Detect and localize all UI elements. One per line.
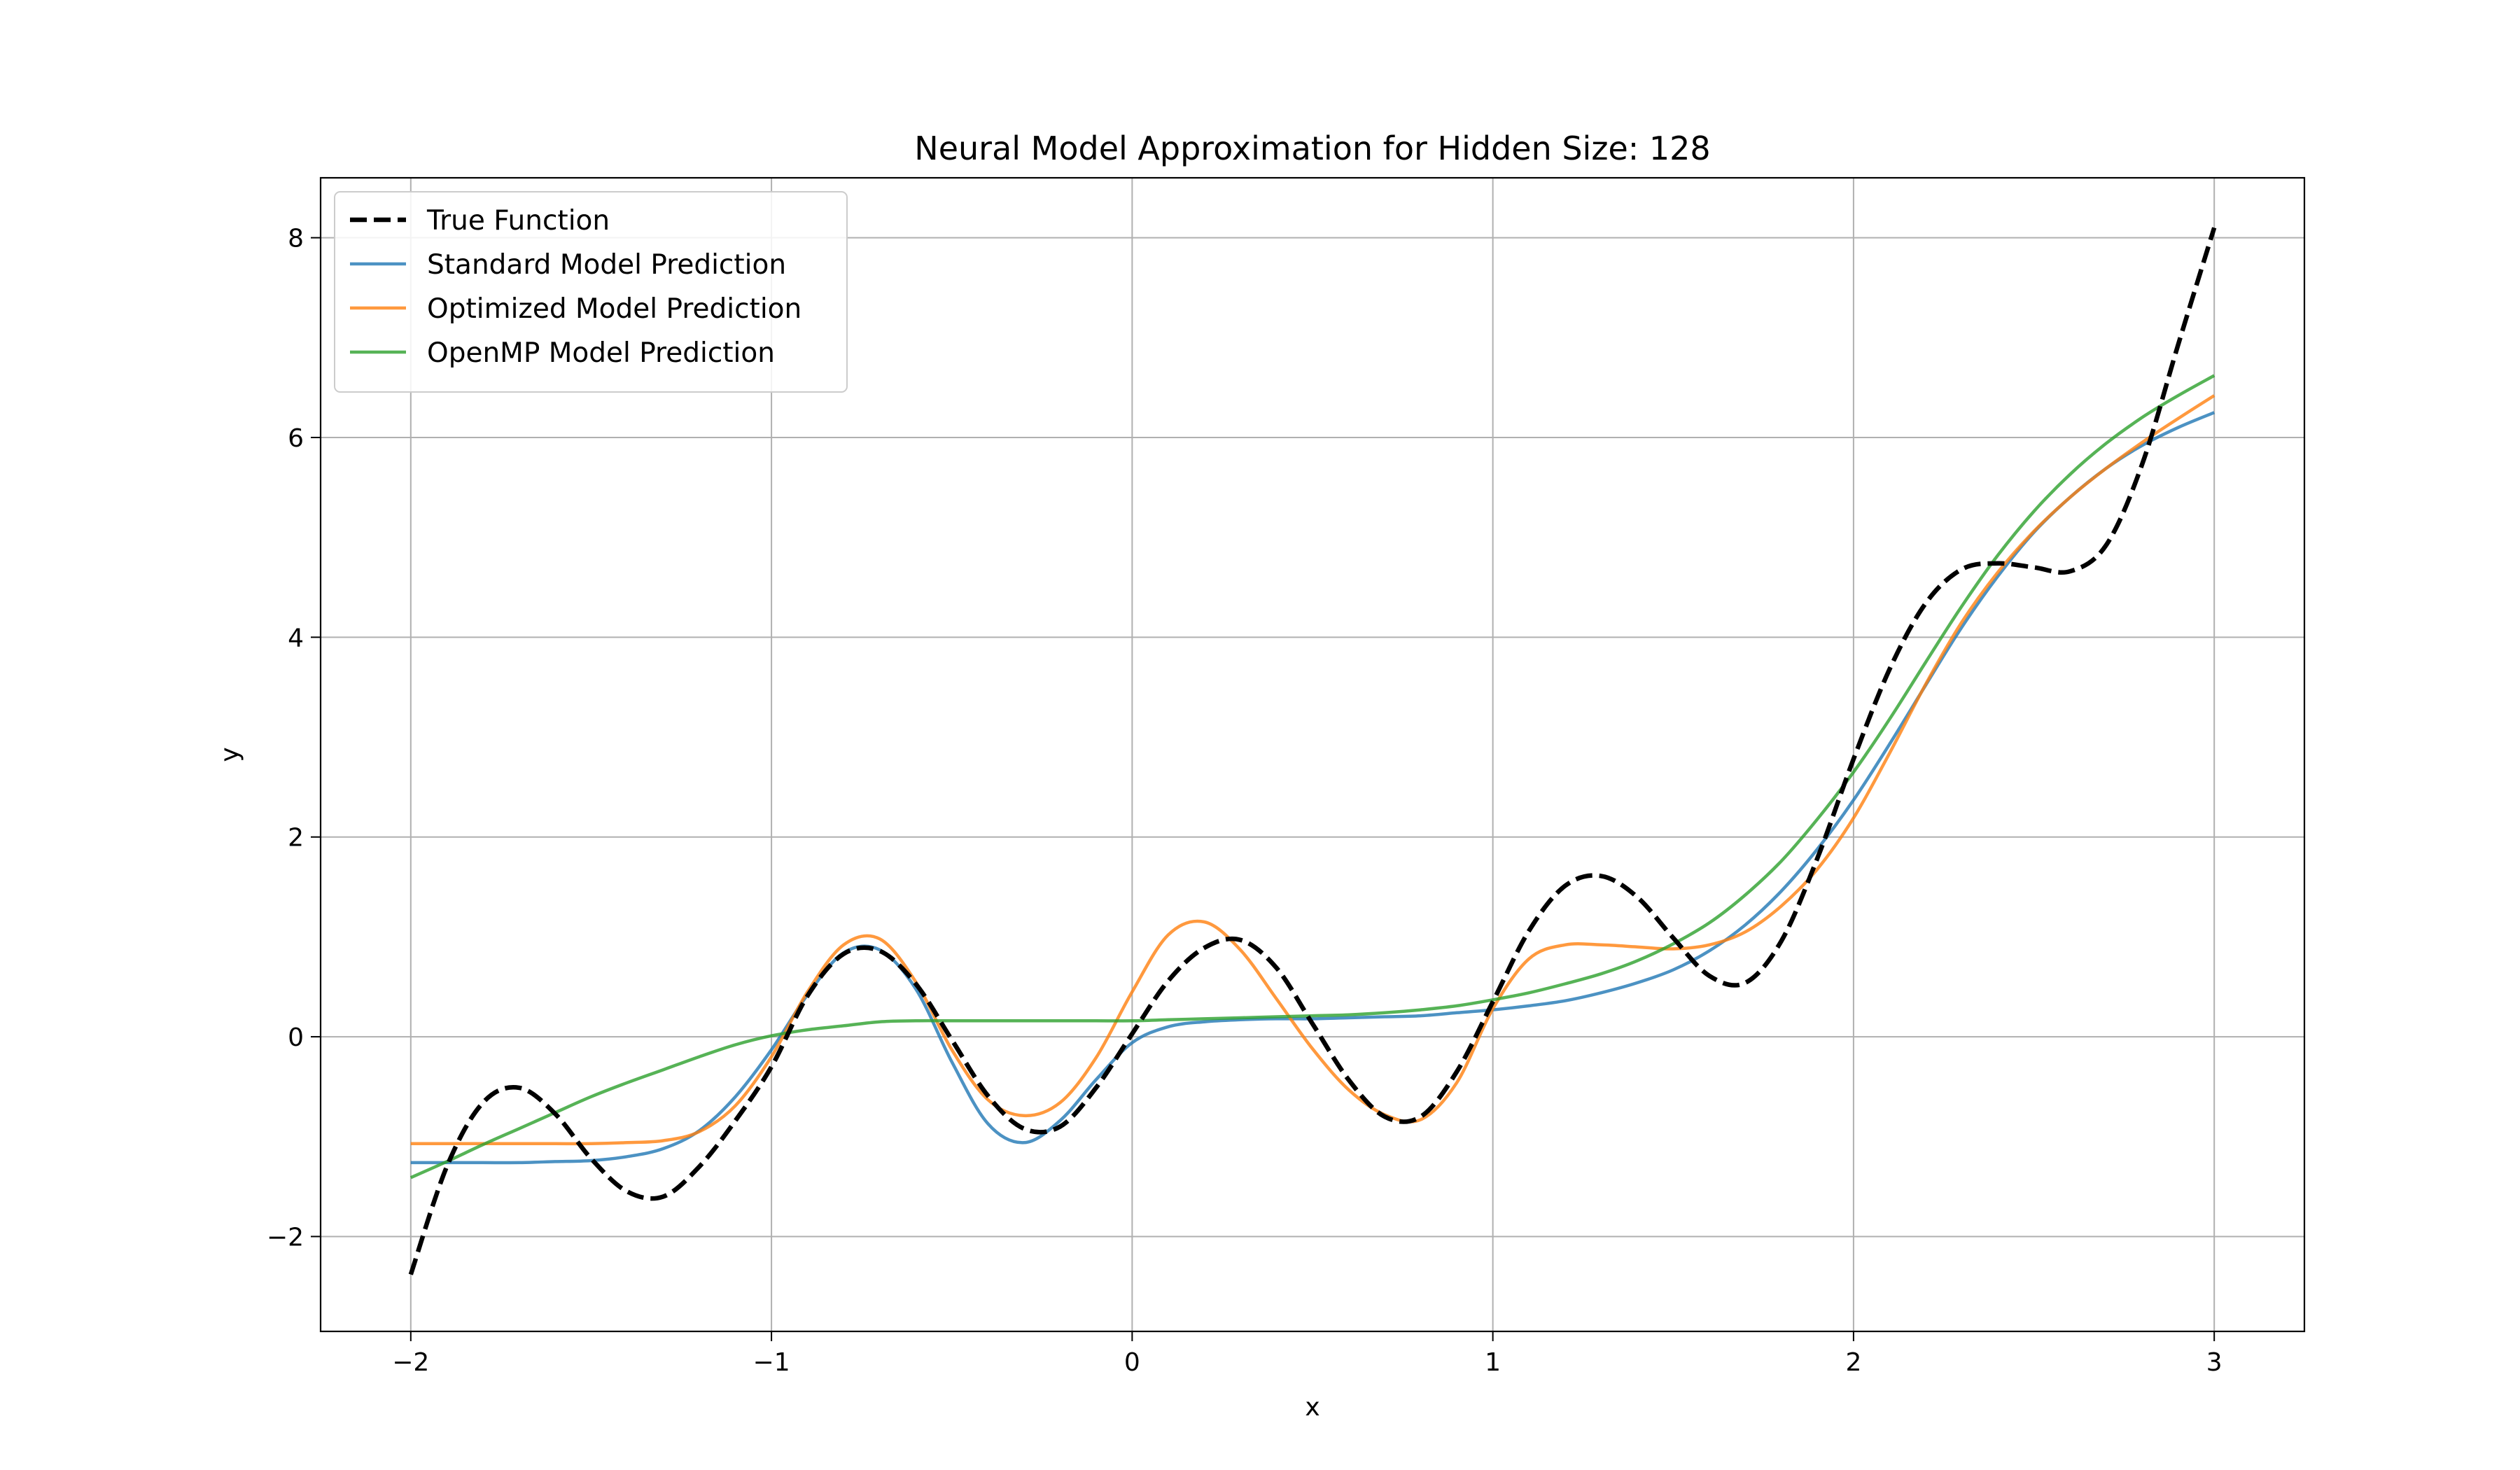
y-tick-label: 4 [288,624,304,652]
y-tick-label: 6 [288,424,304,453]
chart-title: Neural Model Approximation for Hidden Si… [914,130,1710,167]
x-tick-label: −1 [753,1348,790,1377]
legend-label: OpenMP Model Prediction [427,337,775,369]
y-axis-label: y [216,747,244,762]
grid [321,178,2304,1331]
legend: True Function Standard Model Prediction Op… [334,191,848,393]
x-axis-label: x [1305,1393,1320,1422]
x-tick-label: 0 [1124,1348,1140,1377]
series-line-2 [410,394,2216,1146]
y-tick-label: 2 [288,824,304,853]
y-tick-label: −2 [267,1223,304,1252]
y-tick-label: 0 [288,1023,304,1052]
legend-label: Standard Model Prediction [427,249,786,281]
legend-box [334,191,848,393]
axis-ticks: −2 −1 0 1 2 3 −2 0 2 4 6 8 [267,225,2222,1377]
legend-label: Optimized Model Prediction [427,293,802,325]
plot-area-frame [319,176,2306,1333]
x-tick-label: −2 [392,1348,429,1377]
series-line-3 [410,374,2216,1180]
legend-label: True Function [426,205,610,237]
y-tick-label: 8 [288,225,304,253]
series-line-0 [408,227,2217,1275]
x-tick-label: 1 [1485,1348,1501,1377]
x-tick-label: 3 [2206,1348,2222,1377]
series-group [408,227,2217,1275]
x-tick-label: 2 [1845,1348,1861,1377]
